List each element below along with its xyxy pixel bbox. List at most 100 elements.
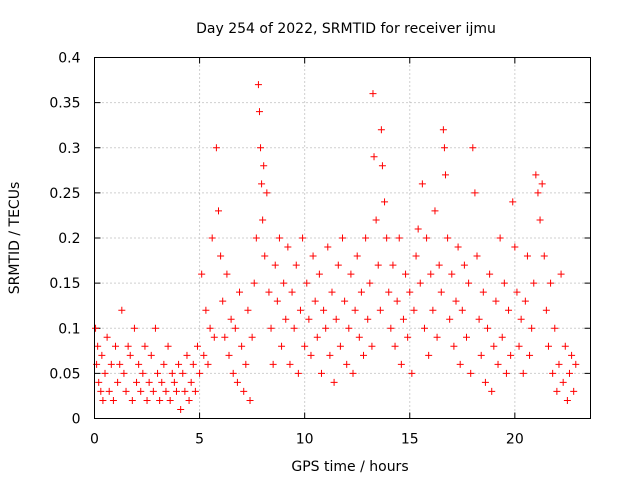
data-point [291,325,298,332]
data-points [92,81,579,413]
data-point [165,343,172,350]
data-point [465,280,472,287]
data-point [457,361,464,368]
data-point [179,370,186,377]
y-tick-labels: 0 0.05 0.1 0.15 0.2 0.25 0.3 0.35 0.4 [49,51,80,428]
data-point [549,370,556,377]
data-point [217,253,224,260]
data-point [566,370,573,377]
y-tick-label: 0.4 [58,51,80,67]
data-point [490,343,497,350]
data-point [438,289,445,296]
data-point [125,343,132,350]
data-point [324,244,331,251]
data-point [417,280,424,287]
data-point [467,370,474,377]
data-point [234,379,241,386]
data-point [425,352,432,359]
data-point [263,189,270,196]
y-tick-label: 0.15 [49,276,80,292]
data-point [488,388,495,395]
data-point [452,298,459,305]
data-point [375,262,382,269]
data-point [156,397,163,404]
data-point [558,271,565,278]
data-point [284,244,291,251]
data-point [378,126,385,133]
data-point [258,180,265,187]
data-point [104,334,111,341]
data-point [118,307,125,314]
data-point [102,370,109,377]
data-point [570,388,577,395]
data-point [444,235,451,242]
data-point [318,370,325,377]
data-point [442,171,449,178]
data-point [265,289,272,296]
data-point [137,388,144,395]
data-point [518,316,525,323]
data-point [167,397,174,404]
data-point [328,289,335,296]
data-point [562,343,569,350]
data-point [555,361,562,368]
data-point [207,325,214,332]
data-point [282,316,289,323]
data-point [97,388,104,395]
data-point [383,235,390,242]
data-point [354,253,361,260]
data-point [331,379,338,386]
data-point [369,90,376,97]
data-point [572,361,579,368]
data-point [440,126,447,133]
data-point [255,81,262,88]
data-point [385,289,392,296]
srmtid-scatter-chart: Day 254 of 2022, SRMTID for receiver ijm… [0,0,640,480]
data-point [398,361,405,368]
data-point [478,352,485,359]
data-point [116,361,123,368]
data-point [448,271,455,278]
data-point [230,370,237,377]
y-tick-label: 0.25 [49,186,80,202]
data-point [459,307,466,314]
data-point [482,379,489,386]
data-point [371,153,378,160]
data-point [152,325,159,332]
x-axis-title: GPS time / hours [291,459,408,475]
data-point [190,361,197,368]
data-point [112,343,119,350]
data-point [213,144,220,151]
data-point [139,370,146,377]
data-point [551,325,558,332]
data-point [345,325,352,332]
data-point [501,280,508,287]
data-point [238,343,245,350]
data-point [129,397,136,404]
data-point [387,325,394,332]
data-point [226,352,233,359]
data-point [373,216,380,223]
data-point [316,271,323,278]
data-point [135,361,142,368]
data-point [141,343,148,350]
data-point [441,144,448,151]
data-point [270,361,277,368]
data-point [341,298,348,305]
data-point [524,253,531,260]
data-point [497,235,504,242]
data-point [301,343,308,350]
data-point [509,198,516,205]
data-point [476,316,483,323]
data-point [503,370,510,377]
data-point [400,316,407,323]
data-point [528,325,535,332]
data-point [314,334,321,341]
x-tick-label: 0 [90,432,99,448]
data-point [253,235,260,242]
data-point [499,334,506,341]
data-point [434,334,441,341]
data-point [343,361,350,368]
data-point [162,388,169,395]
data-point [160,361,167,368]
